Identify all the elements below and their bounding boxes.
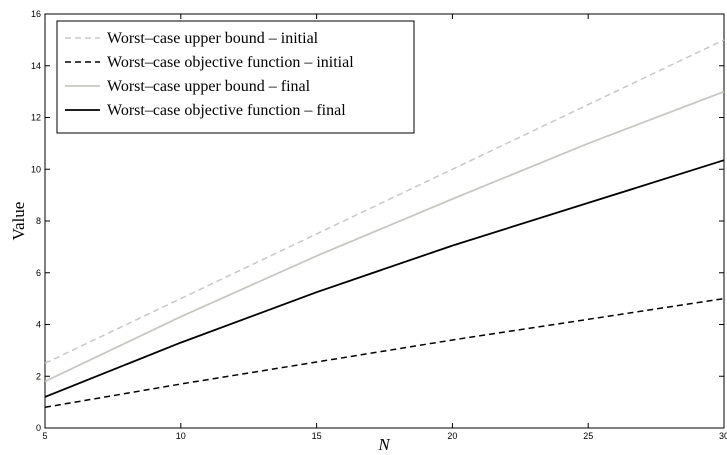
series-lines bbox=[44, 39, 725, 409]
x-tick-label: 30 bbox=[719, 431, 727, 441]
x-tick-label: 20 bbox=[447, 431, 457, 441]
y-tick-label: 2 bbox=[36, 371, 41, 381]
x-tick-label: 15 bbox=[312, 431, 322, 441]
x-tick-label: 10 bbox=[176, 431, 186, 441]
x-axis-label: N bbox=[377, 435, 391, 454]
legend-label-3: Worst–case upper bound – final bbox=[107, 78, 311, 95]
series-line-2 bbox=[44, 297, 725, 409]
axis-ticks: 5 10 15 20 25 30 0 2 4 6 8 10 12 14 16 bbox=[31, 9, 727, 441]
series-line-4 bbox=[44, 159, 725, 398]
legend: Worst–case upper bound – initial Worst–ca… bbox=[56, 20, 415, 134]
legend-label-1: Worst–case upper bound – initial bbox=[107, 30, 319, 47]
y-tick-label: 12 bbox=[31, 113, 41, 123]
y-tick-label: 4 bbox=[36, 320, 41, 330]
y-tick-label: 8 bbox=[36, 216, 41, 226]
y-tick-label: 10 bbox=[31, 164, 41, 174]
y-tick-label: 0 bbox=[36, 423, 41, 433]
legend-label-2: Worst–case objective function – initial bbox=[107, 54, 354, 71]
y-tick-label: 6 bbox=[36, 268, 41, 278]
y-tick-label: 14 bbox=[31, 61, 41, 71]
series-line-1 bbox=[44, 39, 725, 364]
x-tick-label: 25 bbox=[583, 431, 593, 441]
y-axis-label: Value bbox=[9, 202, 28, 241]
legend-box bbox=[56, 20, 415, 134]
series-line-3 bbox=[44, 90, 725, 383]
y-tick-label: 16 bbox=[31, 9, 41, 19]
x-tick-label: 5 bbox=[42, 431, 47, 441]
legend-label-4: Worst–case objective function – final bbox=[107, 102, 346, 119]
